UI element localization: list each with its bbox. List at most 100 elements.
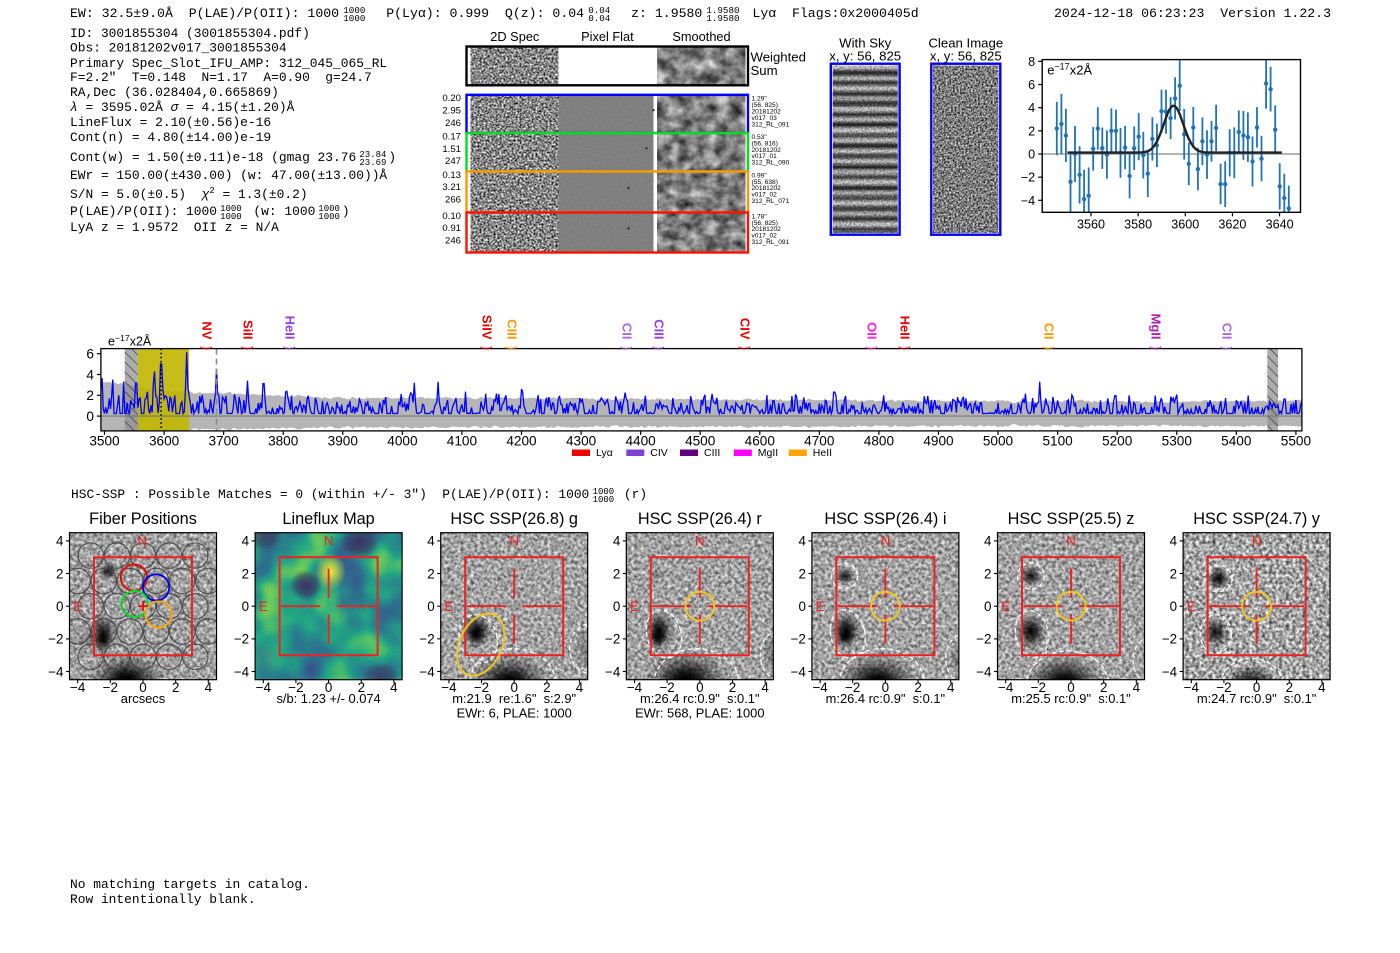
svg-text:4900: 4900 — [923, 433, 954, 448]
svg-text:−2: −2 — [103, 680, 118, 695]
svg-text:CII: CII — [1041, 323, 1056, 340]
svg-text:v017_03: v017_03 — [752, 115, 778, 122]
svg-text:OII: OII — [864, 322, 879, 339]
svg-text:Smoothed: Smoothed — [672, 29, 730, 44]
svg-text:N: N — [137, 534, 147, 549]
svg-text:0: 0 — [86, 409, 94, 424]
svg-text:CIV: CIV — [650, 447, 668, 459]
svg-text:EWr: 568, PLAE: 1000: EWr: 568, PLAE: 1000 — [635, 705, 764, 720]
svg-text:}: } — [480, 346, 492, 350]
svg-text:0.91: 0.91 — [442, 223, 461, 234]
svg-text:312_RL_091: 312_RL_091 — [752, 239, 790, 246]
svg-text:E: E — [259, 599, 268, 614]
svg-text:20181202: 20181202 — [752, 226, 782, 233]
svg-text:4: 4 — [947, 680, 955, 695]
svg-text:Pixel Flat: Pixel Flat — [581, 29, 634, 44]
svg-text:312_RL_091: 312_RL_091 — [752, 121, 790, 128]
svg-text:−2: −2 — [288, 680, 303, 695]
svg-text:4400: 4400 — [625, 433, 656, 448]
svg-text:−4: −4 — [234, 664, 250, 679]
svg-text:3620: 3620 — [1218, 217, 1246, 231]
svg-text:Lineflux Map: Lineflux Map — [282, 510, 374, 528]
svg-text:2.95: 2.95 — [442, 106, 461, 117]
svg-text:Cont(n) = 4.80(±14.00)e-19: Cont(n) = 4.80(±14.00)e-19 — [70, 130, 271, 145]
svg-text:−4: −4 — [1021, 194, 1035, 208]
svg-text:ID: 3001855304 (3001855304.pdf: ID: 3001855304 (3001855304.pdf) — [70, 26, 310, 41]
svg-text:2: 2 — [358, 680, 365, 695]
svg-text:E: E — [816, 599, 825, 614]
svg-text:E: E — [73, 599, 82, 614]
svg-text:HeII: HeII — [813, 447, 832, 459]
svg-text:−2: −2 — [1021, 171, 1035, 185]
svg-text:x, y: 56, 825: x, y: 56, 825 — [829, 49, 901, 64]
svg-text:}: } — [505, 346, 517, 350]
svg-text:−2: −2 — [1216, 680, 1231, 695]
svg-text:4500: 4500 — [685, 433, 716, 448]
svg-text:LyA z = 1.9572 OII z = N/A: LyA z = 1.9572 OII z = N/A — [70, 220, 279, 235]
svg-text:}: } — [1220, 346, 1232, 350]
svg-text:1000: 1000 — [318, 204, 340, 214]
svg-text:HSC SSP(26.4) i: HSC SSP(26.4) i — [824, 510, 946, 528]
svg-text:4: 4 — [1170, 534, 1178, 549]
svg-text:−2: −2 — [48, 632, 63, 647]
svg-text:x, y: 56, 825: x, y: 56, 825 — [930, 49, 1002, 64]
svg-text:CIV: CIV — [737, 318, 752, 340]
svg-text:3560: 3560 — [1077, 217, 1105, 231]
svg-text:−2: −2 — [1162, 632, 1177, 647]
svg-text:v017_02: v017_02 — [752, 233, 778, 240]
svg-text:}: } — [1042, 346, 1054, 350]
svg-text:0: 0 — [1170, 599, 1177, 614]
svg-text:6: 6 — [86, 347, 94, 362]
svg-text:HSC-SSP : Possible Matches = 0: HSC-SSP : Possible Matches = 0 (within +… — [71, 487, 589, 502]
svg-text:0: 0 — [1028, 148, 1035, 162]
svg-text:−4: −4 — [998, 680, 1014, 695]
svg-text:}: } — [200, 346, 212, 350]
svg-text:HSC SSP(24.7) y: HSC SSP(24.7) y — [1193, 510, 1321, 528]
svg-text:4: 4 — [576, 680, 584, 695]
svg-text:3600: 3600 — [149, 433, 180, 448]
svg-text:(56, 825): (56, 825) — [752, 102, 778, 109]
svg-text:Clean Image: Clean Image — [928, 36, 1003, 51]
svg-text:(55, 638): (55, 638) — [752, 179, 778, 186]
svg-text:0.10: 0.10 — [442, 211, 461, 222]
svg-text:CIII: CIII — [504, 319, 519, 339]
svg-text:Obs: 20181202v017_3001855304: Obs: 20181202v017_3001855304 — [70, 41, 287, 56]
svg-text:S/N = 5.0(±0.5): S/N = 5.0(±0.5) — [70, 187, 202, 202]
svg-text:−4: −4 — [419, 664, 435, 679]
svg-text:−4: −4 — [627, 680, 643, 695]
svg-text:NV: NV — [199, 321, 214, 339]
svg-text:1000: 1000 — [220, 204, 242, 214]
svg-text:0: 0 — [1253, 680, 1260, 695]
svg-text:247: 247 — [445, 156, 461, 167]
svg-text:20181202: 20181202 — [752, 185, 782, 192]
svg-text:Lyα: Lyα — [596, 447, 613, 459]
svg-text:(w: 1000: (w: 1000 — [246, 204, 316, 219]
svg-text:−2: −2 — [1031, 680, 1046, 695]
svg-text:N: N — [881, 534, 891, 549]
svg-text:}: } — [1149, 346, 1161, 350]
svg-text:λ = 3595.02Å σ = 4.15(±1.20)Å: λ = 3595.02Å σ = 4.15(±1.20)Å — [70, 100, 295, 115]
svg-text:1.9580: 1.9580 — [706, 13, 739, 24]
svg-text:2: 2 — [172, 680, 179, 695]
svg-text:}: } — [898, 346, 910, 350]
svg-text:1.9580: 1.9580 — [706, 5, 739, 16]
svg-text:1.78": 1.78" — [752, 213, 768, 220]
svg-text:3640: 3640 — [1266, 217, 1294, 231]
svg-text:m:24.7 rc:0.9" s:0.1": m:24.7 rc:0.9" s:0.1" — [1197, 691, 1317, 706]
svg-text:HSC SSP(26.4) r: HSC SSP(26.4) r — [638, 510, 763, 528]
svg-text:3800: 3800 — [268, 433, 299, 448]
svg-text:−2: −2 — [474, 680, 489, 695]
svg-text:−2: −2 — [605, 632, 620, 647]
svg-text:−4: −4 — [70, 680, 86, 695]
svg-text:HeII: HeII — [897, 316, 912, 340]
svg-text:0.04: 0.04 — [588, 5, 611, 16]
svg-text:0: 0 — [984, 599, 991, 614]
svg-text:1000: 1000 — [318, 212, 340, 222]
svg-text:0: 0 — [613, 599, 620, 614]
svg-text:s/b: 1.23 +/- 0.074: s/b: 1.23 +/- 0.074 — [276, 691, 380, 706]
svg-text:HeII: HeII — [282, 316, 297, 340]
svg-text:2024-12-18 06:23:23 Version 1: 2024-12-18 06:23:23 Version 1.22.3 — [1054, 6, 1331, 21]
svg-text:−2: −2 — [419, 632, 434, 647]
svg-text:arcsecs: arcsecs — [121, 691, 165, 706]
svg-text:−4: −4 — [812, 680, 828, 695]
